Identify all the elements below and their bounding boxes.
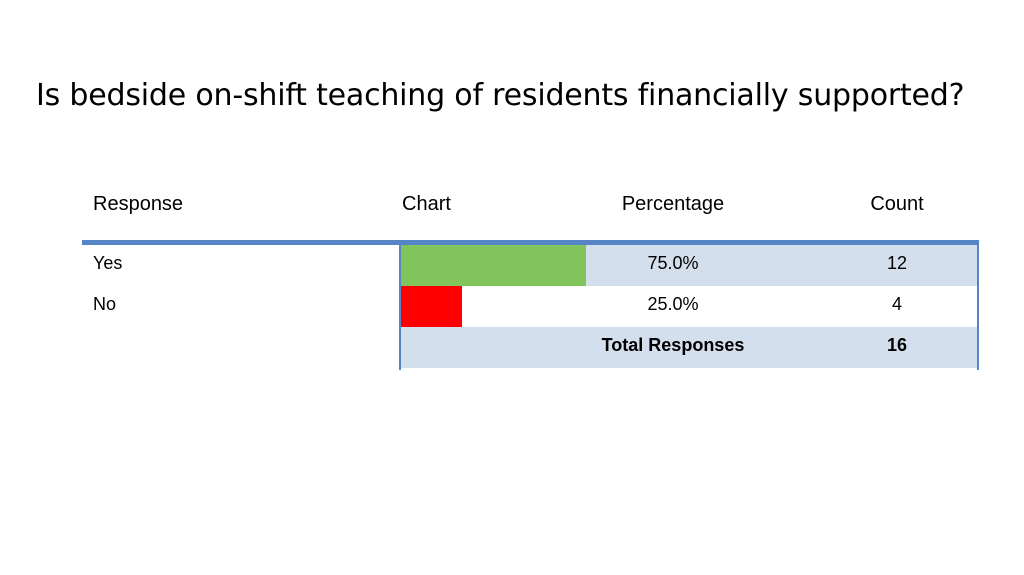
survey-results-table: Response Chart Percentage Count Yes 75.0… (82, 182, 979, 372)
header-chart: Chart (402, 193, 451, 215)
bar-no (400, 286, 462, 327)
percentage-yes: 75.0% (647, 253, 699, 273)
header-divider (82, 240, 979, 245)
response-yes: Yes (93, 253, 123, 273)
header-percentage: Percentage (621, 193, 725, 215)
chart-cell-yes (400, 245, 977, 286)
table-row-no: No 25.0% 4 (82, 286, 979, 327)
total-responses-count: 16 (886, 335, 908, 355)
total-responses-label: Total Responses (601, 335, 745, 355)
slide-title: Is bedside on-shift teaching of resident… (36, 78, 965, 113)
count-yes: 12 (886, 253, 908, 273)
chart-cell-no (400, 286, 977, 327)
header-count: Count (870, 193, 924, 215)
chart-column-left-border (399, 240, 401, 370)
count-no: 4 (891, 294, 902, 314)
response-no: No (93, 294, 117, 314)
bar-yes (400, 245, 586, 286)
table-row-total: Total Responses 16 (82, 327, 979, 368)
percentage-no: 25.0% (647, 294, 699, 314)
table-row-yes: Yes 75.0% 12 (82, 245, 979, 286)
row-shading (400, 327, 977, 368)
header-response: Response (93, 193, 184, 215)
table-right-border (977, 240, 979, 370)
